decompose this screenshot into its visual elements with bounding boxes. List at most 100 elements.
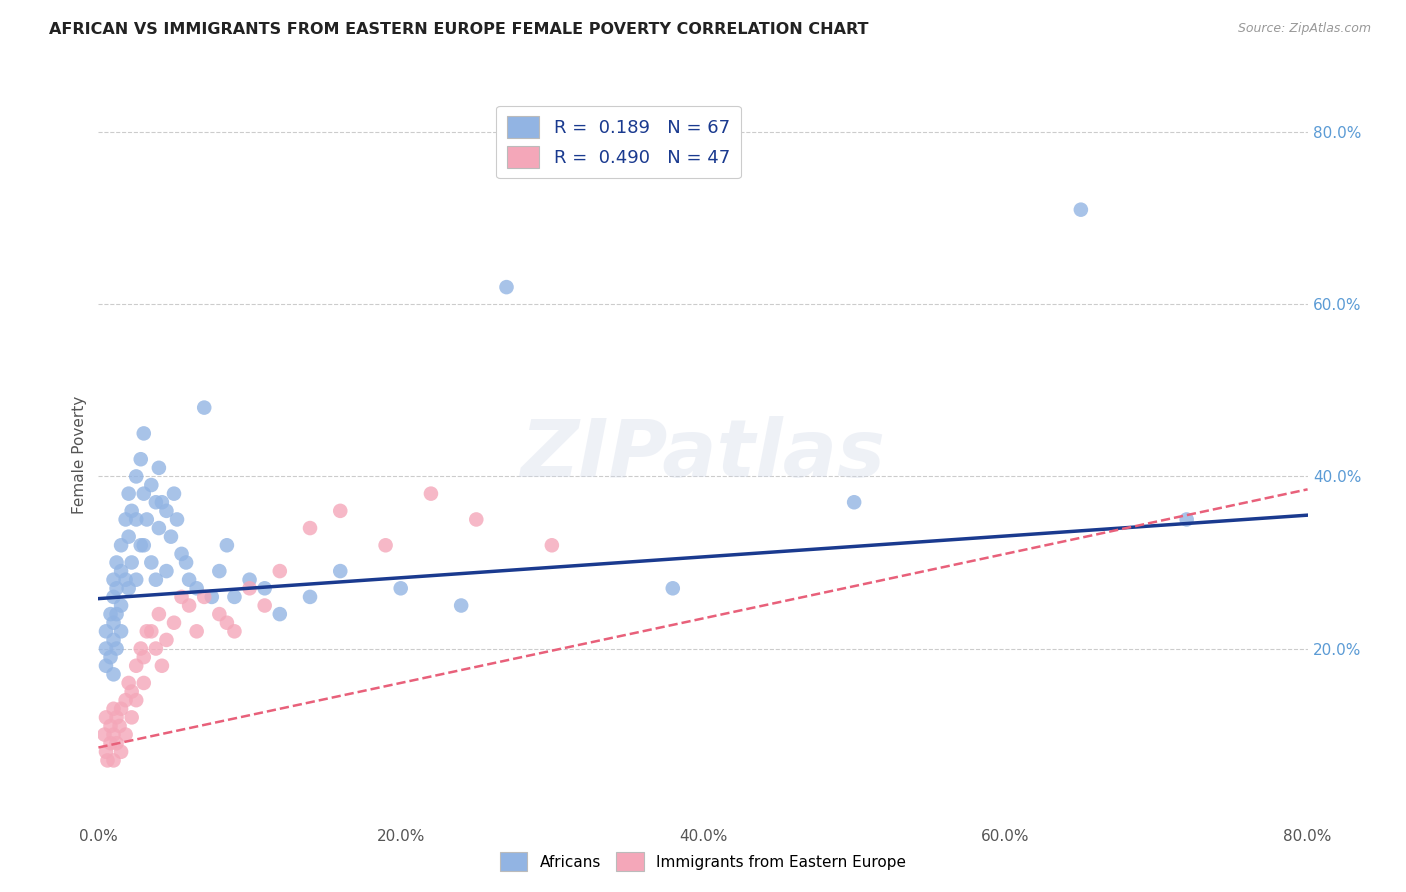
Point <box>110 564 132 578</box>
Point <box>224 624 246 639</box>
Point <box>103 573 125 587</box>
Point <box>108 719 131 733</box>
Point <box>132 650 155 665</box>
Point <box>420 486 443 500</box>
Point <box>179 599 201 613</box>
Point <box>145 495 167 509</box>
Legend: Africans, Immigrants from Eastern Europe: Africans, Immigrants from Eastern Europe <box>494 847 912 877</box>
Point <box>193 401 215 415</box>
Point <box>163 615 186 630</box>
Text: ZIPatlas: ZIPatlas <box>520 416 886 494</box>
Point <box>118 582 141 596</box>
Point <box>125 512 148 526</box>
Y-axis label: Female Poverty: Female Poverty <box>72 396 87 514</box>
Point <box>110 745 132 759</box>
Point <box>1175 512 1198 526</box>
Point <box>105 607 128 621</box>
Point <box>118 486 141 500</box>
Point <box>125 469 148 483</box>
Point <box>155 564 177 578</box>
Point <box>105 736 128 750</box>
Point <box>132 676 155 690</box>
Point <box>239 573 262 587</box>
Point <box>94 710 117 724</box>
Point <box>299 590 322 604</box>
Point <box>201 590 224 604</box>
Point <box>94 745 117 759</box>
Point <box>121 556 143 570</box>
Point <box>374 538 396 552</box>
Point <box>135 624 157 639</box>
Point <box>329 504 352 518</box>
Point <box>465 512 488 526</box>
Point <box>179 573 201 587</box>
Point <box>94 658 117 673</box>
Point <box>118 676 141 690</box>
Point <box>540 538 562 552</box>
Point <box>96 753 118 767</box>
Point <box>141 556 163 570</box>
Point <box>495 280 517 294</box>
Point <box>93 728 115 742</box>
Point <box>105 582 128 596</box>
Point <box>110 599 132 613</box>
Point <box>253 599 276 613</box>
Point <box>208 564 231 578</box>
Point <box>224 590 246 604</box>
Point <box>103 702 125 716</box>
Point <box>215 538 238 552</box>
Point <box>253 582 276 596</box>
Point <box>148 521 170 535</box>
Point <box>299 521 322 535</box>
Point <box>208 607 231 621</box>
Point <box>269 564 291 578</box>
Point <box>114 693 136 707</box>
Point <box>125 573 148 587</box>
Point <box>150 658 173 673</box>
Point <box>148 460 170 475</box>
Point <box>163 486 186 500</box>
Point <box>129 452 152 467</box>
Point <box>148 607 170 621</box>
Point <box>450 599 472 613</box>
Point <box>121 710 143 724</box>
Point <box>239 582 262 596</box>
Legend: R =  0.189   N = 67, R =  0.490   N = 47: R = 0.189 N = 67, R = 0.490 N = 47 <box>496 105 741 178</box>
Point <box>155 632 177 647</box>
Point <box>118 530 141 544</box>
Point <box>114 512 136 526</box>
Point <box>114 573 136 587</box>
Point <box>110 538 132 552</box>
Point <box>103 753 125 767</box>
Point <box>103 615 125 630</box>
Point <box>170 547 193 561</box>
Point <box>100 736 122 750</box>
Point <box>121 504 143 518</box>
Point <box>844 495 866 509</box>
Point <box>129 641 152 656</box>
Point <box>125 693 148 707</box>
Point <box>103 667 125 681</box>
Point <box>100 607 122 621</box>
Point <box>125 658 148 673</box>
Point <box>150 495 173 509</box>
Point <box>193 590 215 604</box>
Point <box>100 650 122 665</box>
Point <box>121 684 143 698</box>
Point <box>114 728 136 742</box>
Point <box>105 710 128 724</box>
Point <box>160 530 183 544</box>
Point <box>145 641 167 656</box>
Point <box>145 573 167 587</box>
Point <box>389 582 412 596</box>
Text: Source: ZipAtlas.com: Source: ZipAtlas.com <box>1237 22 1371 36</box>
Point <box>141 624 163 639</box>
Point <box>661 582 683 596</box>
Point <box>100 719 122 733</box>
Point <box>132 426 155 441</box>
Point <box>105 556 128 570</box>
Point <box>110 624 132 639</box>
Point <box>215 615 238 630</box>
Point <box>174 556 197 570</box>
Point <box>110 702 132 716</box>
